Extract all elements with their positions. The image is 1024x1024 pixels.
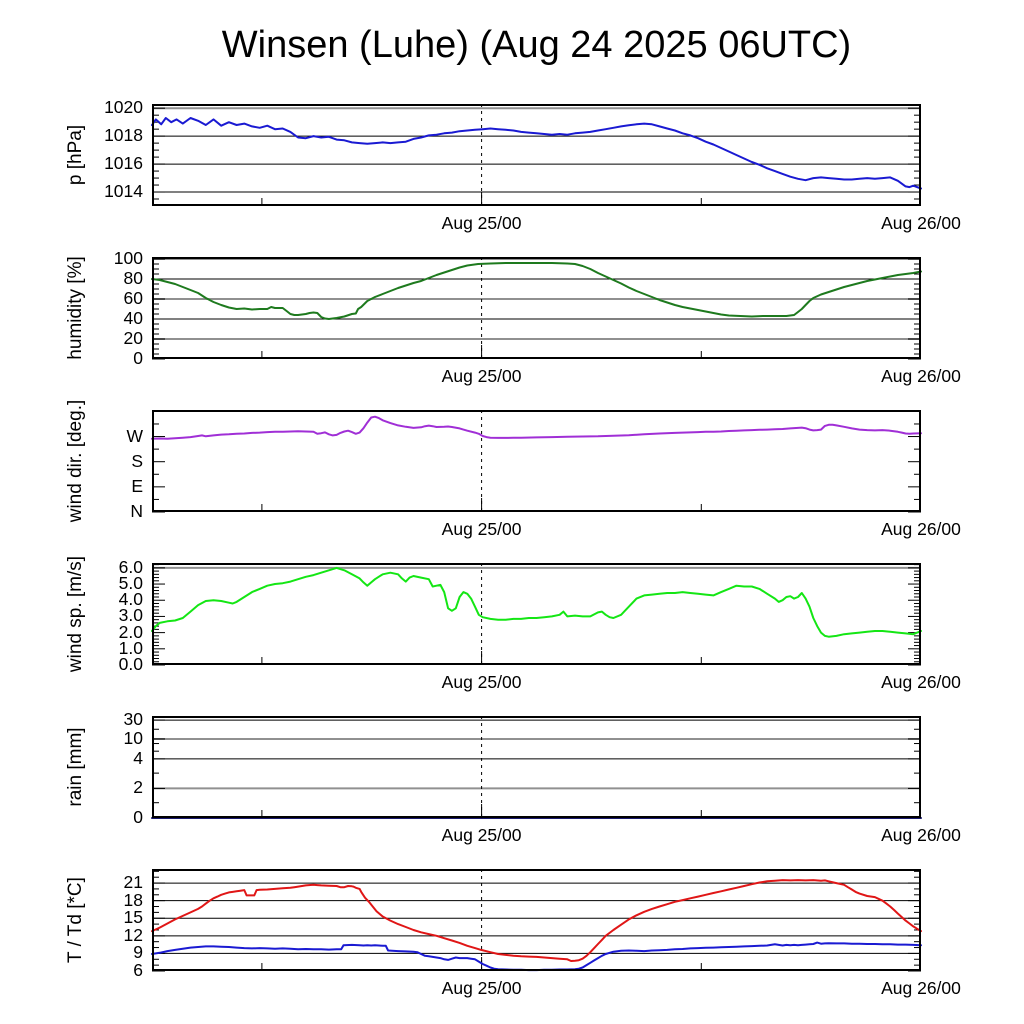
y-tick-label: 100 (113, 248, 143, 268)
y-tick-label: 4.0 (118, 589, 143, 610)
x-tick-label: Aug 25/00 (441, 825, 522, 845)
y-tick-label: 5.0 (118, 573, 143, 594)
y-tick-label: 2 (133, 777, 143, 798)
x-tick-label: Aug 25/00 (441, 366, 522, 386)
y-tick-label: W (126, 425, 143, 446)
x-tick-label: Aug 26/00 (881, 825, 961, 845)
plot-wind-direction (151, 410, 922, 513)
y-tick-label: 1.0 (118, 637, 143, 658)
series-wind-speed-line (151, 566, 922, 638)
y-tick-label: 1018 (104, 125, 143, 146)
y-tick-label: 4 (133, 747, 143, 768)
x-tick-label: Aug 26/00 (881, 366, 961, 386)
plot-border (152, 869, 921, 971)
y-tick-label: 18 (123, 889, 143, 910)
y-tick-label: 6 (133, 960, 143, 980)
plot-border (152, 410, 921, 512)
y-tick-label: 1016 (104, 153, 143, 174)
x-tick-label: Aug 25/00 (441, 519, 522, 539)
series-temperature-line (151, 879, 922, 962)
plot-border (152, 563, 921, 665)
x-tick-label: Aug 26/00 (881, 672, 961, 692)
y-tick-label: 15 (123, 907, 143, 928)
y-tick-label: 20 (123, 328, 143, 348)
y-tick-label: 0 (133, 807, 143, 827)
chart-title: Winsen (Luhe) (Aug 24 2025 06UTC) (221, 24, 852, 66)
y-tick-label: E (131, 475, 143, 496)
y-tick-label: 2.0 (118, 621, 143, 642)
y-tick-label: 0.0 (118, 654, 143, 674)
y-tick-label: 1020 (104, 97, 143, 118)
plot-rain (151, 716, 922, 819)
series-humidity-line (151, 262, 922, 320)
x-tick-label: Aug 26/00 (881, 519, 961, 539)
plot-border (152, 257, 921, 359)
y-tick-label: 3.0 (118, 605, 143, 626)
y-tick-label: 1014 (104, 181, 143, 202)
y-tick-label: 60 (123, 288, 143, 308)
y-tick-label: 6.0 (118, 556, 143, 577)
y-tick-label: 40 (123, 308, 143, 328)
plot-pressure (151, 104, 922, 206)
y-tick-label: 0 (133, 348, 143, 368)
plot-humidity (151, 257, 922, 360)
series-wind-direction-line (151, 415, 922, 440)
y-tick-label: 80 (123, 268, 143, 288)
y-tick-label: 9 (133, 942, 143, 963)
y-tick-label: 30 (123, 709, 143, 730)
y-tick-label: 21 (123, 872, 143, 893)
plot-temperature-dewpoint (151, 869, 922, 972)
y-tick-label: S (131, 450, 143, 471)
series-pressure-line (151, 117, 922, 190)
x-tick-label: Aug 25/00 (441, 213, 522, 233)
plot-border (152, 716, 921, 818)
y-tick-label: N (130, 501, 143, 521)
y-tick-label: 10 (123, 727, 143, 748)
x-tick-label: Aug 25/00 (441, 978, 522, 998)
plot-border (152, 104, 921, 206)
x-tick-label: Aug 26/00 (881, 213, 961, 233)
x-tick-label: Aug 25/00 (441, 672, 522, 692)
x-tick-label: Aug 26/00 (881, 978, 961, 998)
plot-wind-speed (151, 563, 922, 666)
y-tick-label: 12 (123, 924, 143, 945)
